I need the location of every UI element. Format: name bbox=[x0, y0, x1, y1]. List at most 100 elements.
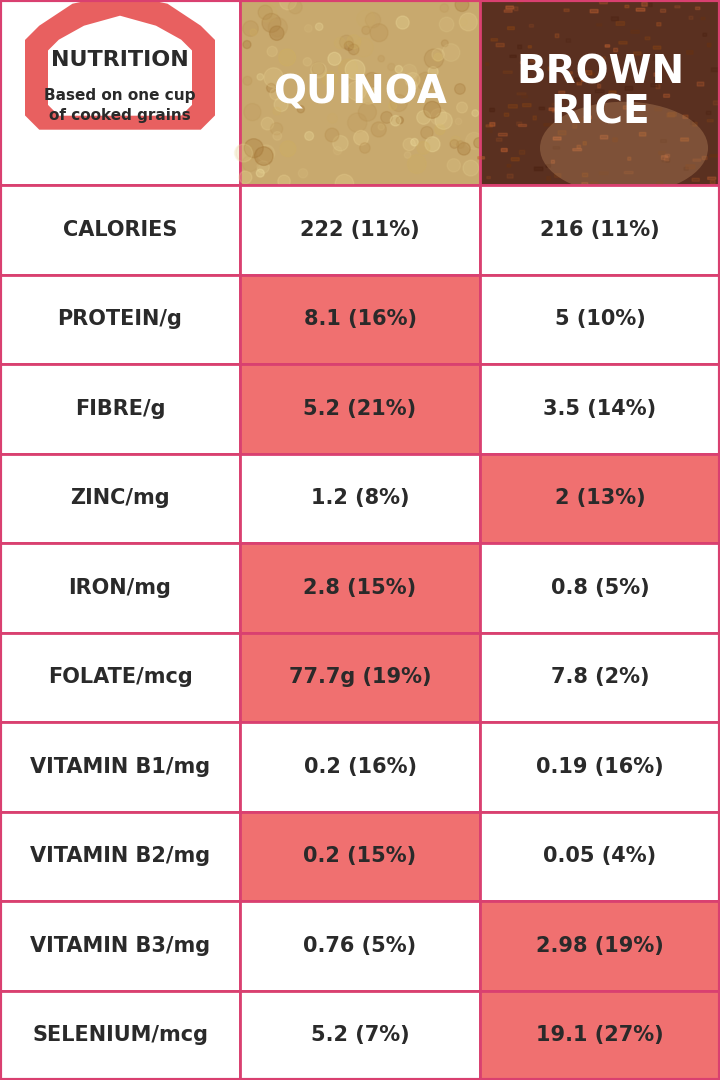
Circle shape bbox=[348, 113, 367, 133]
FancyBboxPatch shape bbox=[662, 156, 667, 160]
FancyBboxPatch shape bbox=[653, 57, 662, 60]
FancyBboxPatch shape bbox=[590, 10, 598, 13]
Text: 0.2 (15%): 0.2 (15%) bbox=[303, 847, 417, 866]
FancyBboxPatch shape bbox=[600, 135, 608, 139]
Circle shape bbox=[244, 104, 261, 121]
Circle shape bbox=[370, 24, 388, 42]
FancyBboxPatch shape bbox=[595, 90, 604, 93]
Bar bbox=[480, 0, 720, 185]
Text: 1.2 (8%): 1.2 (8%) bbox=[311, 488, 409, 509]
Circle shape bbox=[404, 152, 411, 159]
Circle shape bbox=[338, 59, 358, 78]
Circle shape bbox=[395, 66, 402, 72]
Bar bbox=[480, 901, 720, 990]
Circle shape bbox=[390, 116, 401, 126]
Circle shape bbox=[267, 46, 277, 56]
Circle shape bbox=[257, 73, 264, 80]
Text: SELENIUM/mcg: SELENIUM/mcg bbox=[32, 1025, 208, 1045]
FancyBboxPatch shape bbox=[606, 44, 610, 48]
Bar bbox=[240, 901, 480, 990]
FancyBboxPatch shape bbox=[656, 85, 660, 89]
FancyBboxPatch shape bbox=[701, 17, 705, 19]
Circle shape bbox=[456, 103, 467, 113]
Circle shape bbox=[354, 131, 369, 146]
FancyBboxPatch shape bbox=[600, 1, 608, 4]
FancyBboxPatch shape bbox=[565, 77, 573, 80]
Circle shape bbox=[424, 49, 444, 68]
Text: 5.2 (21%): 5.2 (21%) bbox=[303, 399, 417, 419]
Circle shape bbox=[274, 97, 288, 111]
Circle shape bbox=[270, 89, 282, 99]
FancyBboxPatch shape bbox=[510, 55, 516, 57]
FancyBboxPatch shape bbox=[577, 81, 582, 85]
FancyBboxPatch shape bbox=[529, 25, 534, 27]
FancyBboxPatch shape bbox=[628, 158, 631, 160]
Circle shape bbox=[431, 109, 447, 125]
Bar bbox=[240, 811, 480, 901]
Circle shape bbox=[474, 137, 484, 148]
Circle shape bbox=[333, 136, 348, 151]
FancyBboxPatch shape bbox=[516, 122, 522, 125]
FancyBboxPatch shape bbox=[518, 124, 526, 126]
FancyBboxPatch shape bbox=[660, 139, 667, 143]
FancyBboxPatch shape bbox=[544, 123, 552, 126]
FancyBboxPatch shape bbox=[642, 2, 647, 6]
FancyBboxPatch shape bbox=[533, 116, 536, 120]
FancyBboxPatch shape bbox=[684, 167, 688, 171]
FancyBboxPatch shape bbox=[625, 5, 629, 8]
FancyBboxPatch shape bbox=[504, 113, 509, 117]
FancyBboxPatch shape bbox=[518, 0, 523, 3]
Circle shape bbox=[261, 118, 274, 130]
Bar bbox=[240, 633, 480, 723]
FancyBboxPatch shape bbox=[668, 112, 676, 117]
FancyBboxPatch shape bbox=[539, 107, 544, 110]
Text: 2 (13%): 2 (13%) bbox=[554, 488, 645, 509]
Circle shape bbox=[455, 0, 469, 12]
FancyBboxPatch shape bbox=[657, 181, 663, 185]
Circle shape bbox=[441, 40, 449, 46]
FancyBboxPatch shape bbox=[703, 33, 706, 37]
Circle shape bbox=[440, 3, 449, 12]
FancyBboxPatch shape bbox=[521, 62, 525, 64]
FancyBboxPatch shape bbox=[564, 9, 569, 12]
FancyBboxPatch shape bbox=[708, 177, 716, 179]
FancyBboxPatch shape bbox=[584, 117, 587, 120]
Circle shape bbox=[235, 144, 253, 162]
Circle shape bbox=[434, 53, 442, 62]
FancyBboxPatch shape bbox=[697, 82, 704, 86]
Circle shape bbox=[312, 63, 325, 75]
Bar bbox=[240, 990, 480, 1080]
FancyBboxPatch shape bbox=[659, 151, 665, 154]
Circle shape bbox=[347, 81, 366, 100]
FancyBboxPatch shape bbox=[491, 39, 498, 41]
FancyBboxPatch shape bbox=[654, 108, 662, 110]
Bar bbox=[480, 633, 720, 723]
Text: 3.5 (14%): 3.5 (14%) bbox=[544, 399, 657, 419]
Circle shape bbox=[417, 110, 431, 124]
Circle shape bbox=[402, 65, 417, 79]
Bar bbox=[480, 811, 720, 901]
FancyBboxPatch shape bbox=[487, 176, 490, 178]
FancyBboxPatch shape bbox=[706, 111, 711, 114]
FancyBboxPatch shape bbox=[507, 164, 510, 167]
FancyBboxPatch shape bbox=[585, 104, 591, 107]
FancyBboxPatch shape bbox=[624, 172, 633, 174]
Circle shape bbox=[458, 143, 470, 156]
Circle shape bbox=[244, 138, 264, 158]
FancyBboxPatch shape bbox=[554, 174, 561, 177]
FancyBboxPatch shape bbox=[555, 33, 559, 38]
Circle shape bbox=[387, 64, 395, 70]
FancyBboxPatch shape bbox=[554, 120, 560, 122]
FancyBboxPatch shape bbox=[577, 146, 580, 148]
Circle shape bbox=[381, 111, 392, 123]
Circle shape bbox=[239, 171, 252, 184]
Circle shape bbox=[242, 156, 258, 172]
Text: BROWN
RICE: BROWN RICE bbox=[516, 54, 684, 132]
FancyBboxPatch shape bbox=[613, 138, 617, 141]
FancyBboxPatch shape bbox=[552, 109, 555, 112]
FancyBboxPatch shape bbox=[508, 105, 518, 108]
Circle shape bbox=[340, 36, 354, 49]
Text: IRON/mg: IRON/mg bbox=[68, 578, 171, 597]
Circle shape bbox=[410, 138, 418, 146]
Circle shape bbox=[345, 59, 365, 80]
